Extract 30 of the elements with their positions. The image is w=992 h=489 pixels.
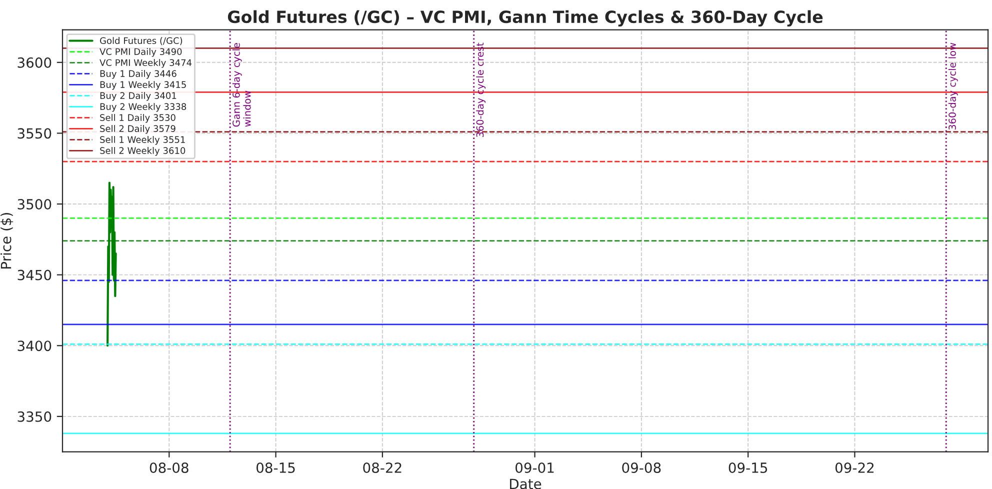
y-tick-label: 3500 [18,198,52,210]
x-tick-label: 08-15 [256,462,295,474]
legend-label: Buy 1 Daily 3446 [100,70,176,79]
legend-label: Gold Futures (/GC) [100,37,182,46]
ref-line-label: Gann 6-day cycle window [232,43,251,127]
legend-label: Buy 2 Weekly 3338 [100,103,186,112]
y-tick-label: 3350 [18,411,52,422]
legend-label: Sell 2 Weekly 3610 [100,146,186,156]
y-tick-label: 3400 [18,340,52,352]
x-tick-label: 08-08 [150,462,188,474]
x-tick-label: 09-08 [622,462,661,474]
legend-label: Buy 1 Weekly 3415 [100,81,186,90]
legend-label: Buy 2 Daily 3401 [100,92,176,101]
y-axis-title: Price ($) [0,213,14,268]
x-tick-label: 08-22 [363,462,402,474]
legend-label: VC PMI Daily 3490 [100,48,182,57]
y-tick-label: 3550 [18,128,52,139]
legend-label: VC PMI Weekly 3474 [100,59,192,68]
legend-label: Sell 1 Weekly 3551 [100,136,185,145]
legend-label: Sell 1 Daily 3530 [100,114,176,123]
x-tick-label: 09-15 [728,462,768,474]
y-tick-label: 3600 [18,57,52,68]
x-tick-label: 09-01 [516,462,554,474]
x-axis-title: Date [510,478,542,489]
x-tick-label: 09-22 [835,462,874,474]
ref-line-label: 360-day cycle crest [476,42,486,137]
y-tick-label: 3450 [18,270,52,280]
legend-label: Sell 2 Daily 3579 [100,125,176,134]
ref-line-label: 360-day cycle low [948,42,958,130]
chart-title: Gold Futures (/GC) – VC PMI, Gann Time Cycles & 360-Day Cycle [228,10,823,26]
